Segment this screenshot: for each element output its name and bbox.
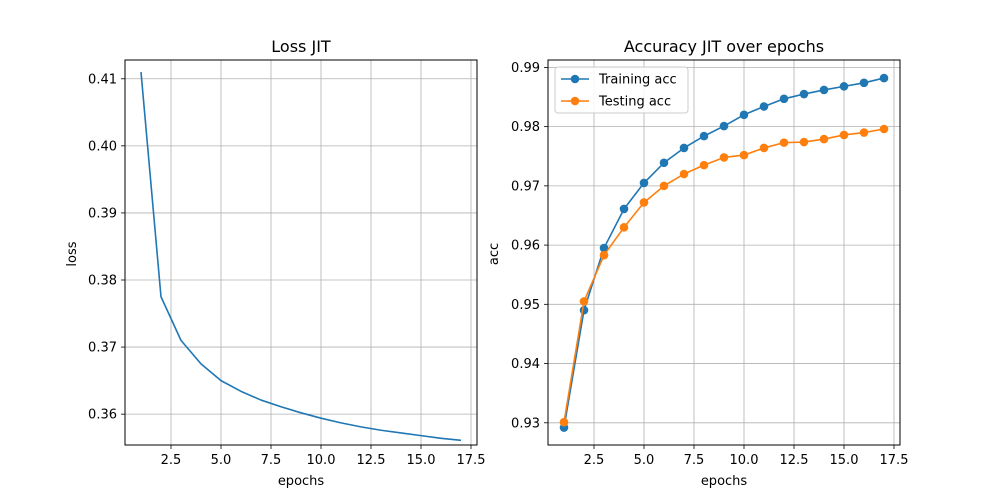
loss-x-tick-label: 2.5 [161, 453, 182, 468]
testing-acc-point [739, 150, 749, 160]
loss-chart-xlabel: epochs [278, 474, 325, 489]
loss-y-tick-label: 0.36 [88, 408, 117, 423]
accuracy-chart-y-axis: 0.93 0.94 0.95 0.96 0.97 0.98 0.99 [511, 61, 548, 431]
training-acc-point [639, 178, 649, 188]
loss-y-tick-label: 0.37 [88, 341, 117, 356]
testing-acc-point [659, 181, 669, 191]
training-acc-point [579, 305, 589, 315]
accuracy-y-tick-label: 0.97 [511, 179, 540, 194]
testing-acc-point [819, 134, 829, 144]
training-acc-point [879, 73, 889, 83]
loss-x-tick-label: 10.0 [307, 453, 336, 468]
accuracy-x-tick-label: 7.5 [684, 453, 705, 468]
testing-acc-point [799, 137, 809, 147]
accuracy-x-tick-label: 2.5 [584, 453, 605, 468]
training-acc-point [719, 121, 729, 131]
loss-chart-ylabel: loss [65, 241, 80, 266]
loss-x-tick-label: 12.5 [357, 453, 386, 468]
accuracy-y-tick-label: 0.94 [511, 357, 540, 372]
testing-acc-point [839, 130, 849, 140]
loss-x-tick-label: 15.0 [407, 453, 436, 468]
loss-chart-grid [125, 60, 477, 445]
loss-y-tick-label: 0.39 [88, 206, 117, 221]
loss-x-tick-label: 5.0 [211, 453, 232, 468]
training-acc-point [819, 85, 829, 95]
testing-acc-point [699, 160, 709, 170]
training-acc-point [619, 204, 629, 214]
loss-chart-x-axis: 2.5 5.0 7.5 10.0 12.5 15.0 17.5 [161, 445, 486, 468]
accuracy-chart: Accuracy JIT over epochs epochs acc 2.5 5… [487, 37, 908, 489]
loss-chart-y-axis: 0.36 0.37 0.38 0.39 0.40 0.41 [88, 72, 125, 423]
accuracy-chart-ylabel: acc [487, 243, 502, 265]
loss-series-line [140, 72, 462, 442]
testing-acc-point [879, 124, 889, 134]
accuracy-x-tick-label: 15.0 [830, 453, 859, 468]
legend-training-acc-label: Training acc [598, 73, 677, 88]
loss-y-tick-label: 0.38 [88, 274, 117, 289]
accuracy-chart-x-axis: 2.5 5.0 7.5 10.0 12.5 15.0 17.5 [584, 445, 909, 468]
accuracy-chart-xlabel: epochs [701, 474, 748, 489]
loss-x-tick-label: 7.5 [261, 453, 282, 468]
legend-training-acc-marker [570, 74, 580, 84]
loss-chart: Loss JIT epochs loss 2.5 5.0 7.5 10.0 12.5 15… [65, 37, 485, 489]
accuracy-y-tick-label: 0.96 [511, 239, 540, 254]
testing-acc-point [679, 169, 689, 179]
testing-acc-point [619, 223, 629, 232]
accuracy-chart-legend: Training acc Testing acc [554, 66, 689, 114]
accuracy-y-tick-label: 0.98 [511, 120, 540, 135]
training-acc-point [859, 78, 869, 88]
accuracy-x-tick-label: 12.5 [780, 453, 809, 468]
accuracy-x-tick-label: 10.0 [730, 453, 759, 468]
training-acc-point [739, 110, 749, 120]
testing-acc-point [599, 250, 609, 260]
testing-acc-point [579, 297, 589, 306]
legend-testing-acc-label: Testing acc [598, 95, 671, 110]
training-acc-point [779, 94, 789, 104]
testing-acc-point [759, 143, 769, 153]
training-acc-point [759, 102, 769, 111]
legend-testing-acc-marker [570, 96, 580, 106]
loss-chart-title: Loss JIT [271, 37, 331, 56]
training-acc-point [679, 143, 689, 153]
testing-acc-point [559, 417, 569, 427]
loss-y-tick-label: 0.41 [88, 72, 117, 87]
accuracy-x-tick-label: 5.0 [634, 453, 655, 468]
accuracy-chart-title: Accuracy JIT over epochs [624, 37, 824, 56]
accuracy-y-tick-label: 0.95 [511, 298, 540, 313]
training-acc-point [659, 158, 669, 168]
accuracy-y-tick-label: 0.99 [511, 61, 540, 76]
loss-chart-frame [124, 59, 478, 446]
training-acc-point [599, 243, 609, 253]
accuracy-chart-grid [548, 60, 900, 445]
training-acc-point [839, 82, 849, 91]
accuracy-y-tick-label: 0.93 [511, 416, 540, 431]
testing-acc-point [859, 128, 869, 137]
testing-acc-point [719, 153, 729, 162]
accuracy-chart-frame [547, 59, 901, 446]
loss-chart-plot-area [140, 72, 462, 442]
loss-y-tick-label: 0.40 [88, 139, 117, 154]
testing-acc-point [779, 138, 789, 147]
training-acc-point [699, 131, 709, 141]
accuracy-chart-plot-area [559, 73, 889, 432]
testing-acc-point [639, 198, 649, 207]
loss-x-tick-label: 17.5 [457, 453, 486, 468]
training-acc-point [799, 89, 809, 99]
accuracy-x-tick-label: 17.5 [880, 453, 909, 468]
